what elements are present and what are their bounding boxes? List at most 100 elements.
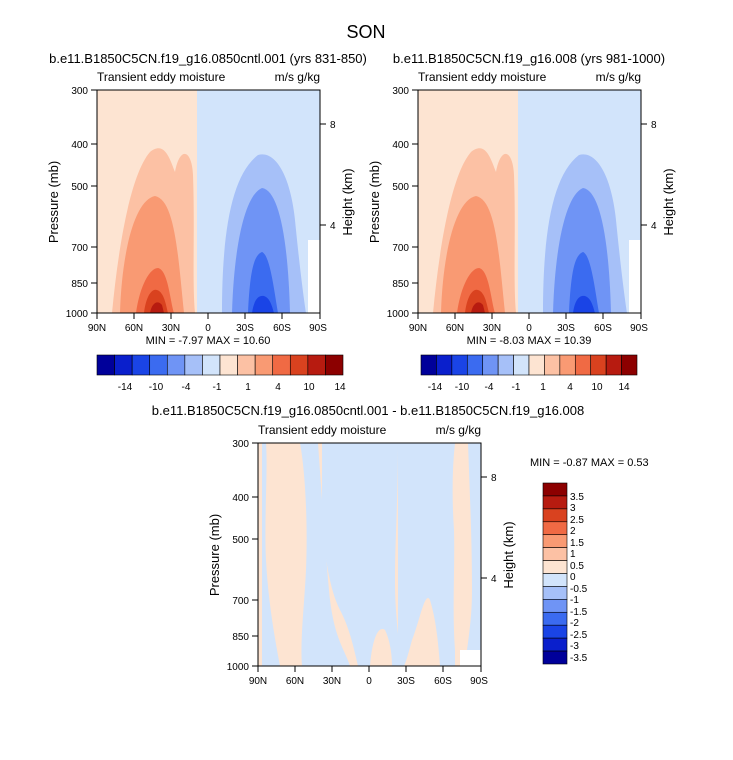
colorbar-swatch <box>420 354 437 376</box>
colorbar-swatch <box>542 521 568 536</box>
y-tick-label: 300 <box>392 86 409 97</box>
y-tick-label: 400 <box>392 140 409 151</box>
colorbar-swatch <box>544 354 561 376</box>
colorbar-swatch <box>272 354 291 376</box>
y-tick-label: 700 <box>392 243 409 254</box>
colorbar-swatch <box>254 354 274 376</box>
colorbar-label: 2.5 <box>570 515 584 526</box>
colorbar-label: 0.5 <box>570 561 584 572</box>
panel-title: b.e11.B1850C5CN.f19_g16.008 (yrs 981-100… <box>393 51 665 66</box>
x-tick-label: 90N <box>409 323 427 334</box>
x-tick-label: 60S <box>273 323 291 334</box>
colorbar-swatch <box>436 354 453 376</box>
x-tick-label: 60N <box>286 676 304 687</box>
panel-subtitle-right: m/s g/kg <box>275 70 320 84</box>
colorbar-swatch <box>96 354 115 376</box>
y-right-tick-label: 8 <box>651 120 657 131</box>
x-tick-label: 90N <box>88 323 106 334</box>
min-max-label: MIN = -0.87 MAX = 0.53 <box>530 457 649 469</box>
colorbar-swatch <box>166 354 186 376</box>
colorbar-swatches <box>420 354 638 376</box>
colorbar-label: -1.5 <box>570 607 588 618</box>
panel-subtitle-left: Transient eddy moisture <box>258 423 387 437</box>
colorbar-label: -1 <box>213 382 222 393</box>
y-axis-label: Pressure (mb) <box>367 161 382 243</box>
y-axis-label-right: Height (km) <box>501 521 516 588</box>
colorbar-swatch <box>542 547 568 561</box>
colorbar-label: 0 <box>570 572 576 583</box>
colorbar-label: -10 <box>455 382 470 393</box>
colorbar-swatch <box>542 637 568 652</box>
x-tick-label: 90S <box>630 323 648 334</box>
panel-experiment: b.e11.B1850C5CN.f19_g16.008 (yrs 981-100… <box>367 51 676 393</box>
y-tick-label: 1000 <box>387 309 410 320</box>
colorbar-swatch <box>497 354 514 376</box>
colorbar-label: 4 <box>567 382 573 393</box>
y-tick-label: 400 <box>232 493 249 504</box>
panel-difference: b.e11.B1850C5CN.f19_g16.0850cntl.001 - b… <box>152 403 649 687</box>
y-tick-label: 300 <box>71 86 88 97</box>
y-axis-label-right: Height (km) <box>661 168 676 235</box>
colorbar-swatch <box>542 586 568 600</box>
panel-subtitle-right: m/s g/kg <box>436 423 481 437</box>
y-tick-label: 1000 <box>227 662 250 673</box>
y-axis-label: Pressure (mb) <box>207 514 222 596</box>
x-tick-label: 30N <box>162 323 180 334</box>
colorbar-label: -2 <box>570 618 579 629</box>
colorbar-swatch <box>542 599 568 613</box>
colorbar-swatch <box>513 354 530 376</box>
min-max-label: MIN = -8.03 MAX = 10.39 <box>467 335 592 347</box>
colorbar-swatch <box>131 354 151 376</box>
colorbar-swatch <box>202 354 221 376</box>
colorbar-label: -14 <box>118 382 133 393</box>
x-tick-label: 30S <box>397 676 415 687</box>
colorbar-label: 1 <box>245 382 251 393</box>
colorbar-swatch <box>542 534 568 548</box>
x-tick-label: 0 <box>366 676 372 687</box>
colorbar-swatch <box>542 624 568 639</box>
colorbar-swatch <box>621 354 638 376</box>
contour-field <box>417 89 642 314</box>
y-tick-label: 300 <box>232 439 249 450</box>
min-max-label: MIN = -7.97 MAX = 10.60 <box>146 335 271 347</box>
colorbar-label: -4 <box>485 382 494 393</box>
colorbar: -14 -10 -4 -1 1 4 10 14 <box>96 354 346 393</box>
x-tick-label: 30N <box>323 676 341 687</box>
y-tick-label: 500 <box>71 182 88 193</box>
colorbar-swatch <box>542 560 568 574</box>
y-tick-label: 500 <box>232 535 249 546</box>
y-tick-label: 700 <box>71 243 88 254</box>
y-tick-label: 400 <box>71 140 88 151</box>
colorbar-label: -1 <box>570 595 579 606</box>
colorbar-label: 3 <box>570 503 576 514</box>
colorbar: -14 -10 -4 -1 1 4 10 14 <box>420 354 638 393</box>
colorbar-swatches <box>542 482 568 665</box>
panel-subtitle-left: Transient eddy moisture <box>97 70 226 84</box>
colorbar-label: 10 <box>591 382 603 393</box>
colorbar-swatch <box>325 354 344 376</box>
colorbar-label: 14 <box>618 382 630 393</box>
y-axis-ticks: 300 400 500 700 850 1000 8 4 <box>227 439 497 673</box>
panel-title: b.e11.B1850C5CN.f19_g16.0850cntl.001 (yr… <box>49 51 367 66</box>
contour-field <box>257 442 482 667</box>
colorbar-swatch <box>542 482 568 497</box>
x-tick-label: 60N <box>446 323 464 334</box>
figure-title: SON <box>346 22 385 42</box>
colorbar-swatch <box>542 573 568 587</box>
x-tick-label: 0 <box>526 323 532 334</box>
colorbar-label: -2.5 <box>570 630 588 641</box>
y-tick-label: 850 <box>232 632 249 643</box>
colorbar-swatch <box>114 354 133 376</box>
colorbar-label: -3.5 <box>570 653 588 664</box>
colorbar-label: 10 <box>303 382 315 393</box>
y-axis-label: Pressure (mb) <box>46 161 61 243</box>
x-tick-label: 90N <box>249 676 267 687</box>
y-tick-label: 700 <box>232 596 249 607</box>
x-tick-label: 30N <box>483 323 501 334</box>
colorbar-swatch <box>482 354 499 376</box>
y-axis-ticks: 300 400 500 700 850 1000 8 4 <box>66 86 336 320</box>
x-axis-ticks: 90N 60N 30N 0 30S 60S 90S <box>409 313 648 334</box>
x-tick-label: 0 <box>205 323 211 334</box>
colorbar-swatch <box>542 611 568 626</box>
